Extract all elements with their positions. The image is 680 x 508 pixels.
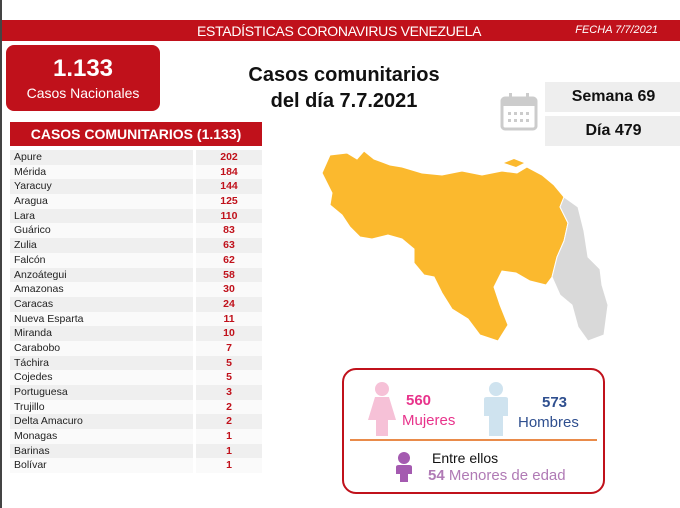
case-count: 3: [196, 385, 262, 400]
case-count: 184: [196, 164, 262, 180]
table-header: CASOS COMUNITARIOS (1.133): [10, 122, 262, 146]
table-row: Caracas 24: [10, 296, 262, 312]
minors-count: 54: [428, 467, 445, 484]
case-count: 1: [196, 429, 262, 444]
case-count: 1: [196, 443, 262, 459]
day-box: Día 479: [545, 116, 680, 146]
title-line-2: del día 7.7.2021: [270, 90, 418, 112]
state-name: Nueva Esparta: [10, 311, 193, 327]
state-name: Lara: [10, 208, 193, 224]
table-row: Guárico 83: [10, 223, 262, 239]
case-count: 202: [196, 150, 262, 165]
divider: [350, 439, 597, 441]
case-count: 1: [196, 458, 262, 474]
table-row: Falcón 62: [10, 252, 262, 268]
case-count: 11: [196, 311, 262, 327]
map-venezuela-states: [321, 150, 569, 342]
men-count: 573: [542, 394, 568, 411]
state-name: Bolívar: [10, 458, 193, 474]
calendar-icon: [500, 93, 538, 131]
state-name: Táchira: [10, 355, 193, 371]
women-label: Mujeres: [402, 412, 456, 429]
map-nueva-esparta: [504, 159, 524, 167]
title-line-1: Casos comunitarios: [248, 64, 440, 86]
state-name: Aragua: [10, 194, 193, 209]
state-name: Caracas: [10, 296, 193, 312]
national-total: 1.133: [52, 55, 114, 82]
table-row: Miranda 10: [10, 326, 262, 341]
state-name: Cojedes: [10, 370, 193, 385]
case-count: 5: [196, 355, 262, 371]
case-count: 24: [196, 296, 262, 312]
state-name: Guárico: [10, 223, 193, 239]
man-icon: [484, 382, 508, 436]
woman-icon: [368, 382, 396, 436]
minors-line: 54 Menores de edad: [428, 467, 566, 484]
case-count: 5: [196, 370, 262, 385]
case-count: 62: [196, 252, 262, 268]
case-count: 110: [196, 208, 262, 224]
state-name: Miranda: [10, 326, 193, 341]
state-name: Anzoátegui: [10, 267, 193, 283]
table-row: Apure 202: [10, 150, 262, 165]
table-row: Monagas 1: [10, 429, 262, 444]
table-row: Yaracuy 144: [10, 179, 262, 195]
header-date: FECHA 7/7/2021: [575, 24, 658, 36]
table-row: Delta Amacuro 2: [10, 414, 262, 430]
national-label: Casos Nacionales: [26, 85, 140, 101]
table-row: Cojedes 5: [10, 370, 262, 385]
table-row: Bolívar 1: [10, 458, 262, 474]
state-name: Portuguesa: [10, 385, 193, 400]
table-row: Aragua 125: [10, 194, 262, 209]
state-name: Falcón: [10, 252, 193, 268]
state-name: Monagas: [10, 429, 193, 444]
case-count: 30: [196, 282, 262, 297]
state-name: Zulia: [10, 238, 193, 253]
page-title: Casos comunitarios del día 7.7.2021: [234, 62, 454, 114]
case-count: 83: [196, 223, 262, 239]
national-cases-box: 1.133 Casos Nacionales: [6, 45, 160, 111]
case-count: 7: [196, 340, 262, 356]
child-icon: [396, 452, 412, 482]
women-count: 560: [406, 392, 432, 409]
table-row: Portuguesa 3: [10, 385, 262, 400]
case-count: 144: [196, 179, 262, 195]
case-count: 125: [196, 194, 262, 209]
cases-table: Apure 202 Mérida 184 Yaracuy 144 Aragua 125 Lara…: [10, 150, 262, 474]
state-name: Carabobo: [10, 340, 193, 356]
table-row: Carabobo 7: [10, 340, 262, 356]
state-name: Apure: [10, 150, 193, 165]
state-name: Delta Amacuro: [10, 414, 193, 430]
table-row: Amazonas 30: [10, 282, 262, 297]
minors-label: Menores de edad: [448, 467, 566, 484]
men-label: Hombres: [518, 414, 579, 431]
header-title: ESTADÍSTICAS CORONAVIRUS VENEZUELA: [197, 23, 482, 39]
gender-summary-box: 560 Mujeres 573 Hombres Entre ellos 54 M…: [342, 368, 605, 494]
table-row: Táchira 5: [10, 355, 262, 371]
state-name: Yaracuy: [10, 179, 193, 195]
case-count: 63: [196, 238, 262, 253]
map-esequibo: [551, 196, 609, 342]
state-name: Mérida: [10, 164, 193, 180]
case-count: 10: [196, 326, 262, 341]
table-row: Trujillo 2: [10, 399, 262, 415]
minors-intro: Entre ellos: [432, 450, 499, 466]
state-name: Trujillo: [10, 399, 193, 415]
table-row: Mérida 184: [10, 164, 262, 180]
case-count: 58: [196, 267, 262, 283]
table-row: Nueva Esparta 11: [10, 311, 262, 327]
week-box: Semana 69: [545, 82, 680, 112]
table-row: Anzoátegui 58: [10, 267, 262, 283]
table-row: Lara 110: [10, 208, 262, 224]
table-row: Zulia 63: [10, 238, 262, 253]
venezuela-map: [321, 150, 609, 342]
state-name: Barinas: [10, 443, 193, 459]
header-bar: ESTADÍSTICAS CORONAVIRUS VENEZUELA FECHA…: [2, 20, 680, 41]
state-name: Amazonas: [10, 282, 193, 297]
case-count: 2: [196, 399, 262, 415]
case-count: 2: [196, 414, 262, 430]
table-row: Barinas 1: [10, 443, 262, 459]
